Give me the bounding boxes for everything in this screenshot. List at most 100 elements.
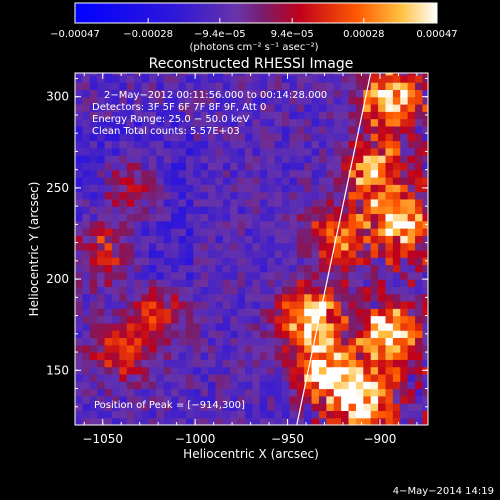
heatmap-cell [237, 279, 246, 287]
heatmap-cell [119, 279, 128, 287]
heatmap-cell [415, 366, 424, 375]
heatmap-cell [400, 417, 409, 425]
heatmap-cell [222, 111, 231, 120]
heatmap-cell [259, 96, 268, 105]
heatmap-cell [407, 206, 416, 215]
heatmap-cell [171, 293, 180, 302]
heatmap-cell [385, 352, 394, 360]
heatmap-cells [75, 73, 428, 425]
heatmap-cell [89, 395, 98, 404]
heatmap-cell [245, 111, 254, 120]
heatmap-cell [185, 344, 194, 353]
heatmap-cell [341, 111, 350, 120]
heatmap-cell [119, 417, 128, 425]
heatmap-cell [370, 366, 379, 375]
heatmap-cell [163, 359, 172, 368]
heatmap-cell [326, 206, 335, 215]
heatmap-cell [126, 322, 135, 331]
heatmap-cell [326, 322, 335, 331]
heatmap-cell [119, 191, 128, 200]
heatmap-cell [111, 300, 120, 309]
heatmap-cell [208, 73, 217, 76]
heatmap-cell [252, 366, 261, 375]
heatmap-cell [274, 395, 283, 404]
heatmap-cell [156, 366, 165, 375]
heatmap-cell [156, 169, 165, 178]
heatmap-cell [245, 286, 254, 295]
heatmap-cell [126, 373, 135, 382]
heatmap-cell [296, 271, 305, 280]
heatmap-cell [148, 264, 157, 273]
heatmap-cell [385, 242, 394, 251]
heatmap-cell [141, 373, 150, 382]
heatmap-cell [407, 293, 416, 302]
heatmap-cell [259, 73, 268, 76]
heatmap-cell [104, 242, 113, 251]
heatmap-cell [311, 74, 320, 83]
heatmap-cell [208, 279, 217, 287]
heatmap-cell [281, 271, 290, 280]
heatmap-cell [415, 74, 424, 83]
heatmap-cell [178, 403, 187, 412]
heatmap-cell [97, 235, 106, 244]
heatmap-cell [148, 403, 157, 412]
heatmap-cell [208, 147, 217, 156]
heatmap-cell [185, 111, 194, 120]
heatmap-cell [289, 184, 298, 193]
heatmap-cell [178, 395, 187, 404]
heatmap-cell [304, 140, 313, 149]
heatmap-cell [163, 228, 172, 236]
heatmap-cell [252, 111, 261, 120]
heatmap-cell [378, 308, 387, 317]
heatmap-cell [378, 198, 387, 207]
heatmap-cell [326, 315, 335, 324]
heatmap-cell [392, 300, 401, 309]
heatmap-cell [252, 308, 261, 317]
heatmap-cell [119, 118, 128, 127]
heatmap-cell [296, 293, 305, 302]
heatmap-cell [119, 213, 128, 222]
heatmap-cell [200, 228, 209, 236]
heatmap-cell [267, 257, 276, 266]
heatmap-cell [311, 257, 320, 266]
heatmap-cell [104, 89, 113, 98]
heatmap-cell [126, 184, 135, 193]
heatmap-cell [185, 191, 194, 200]
heatmap-cell [200, 286, 209, 295]
heatmap-cell [296, 308, 305, 317]
heatmap-cell [75, 118, 83, 127]
heatmap-cell [259, 271, 268, 280]
heatmap-cell [185, 118, 194, 127]
heatmap-cell [348, 206, 357, 215]
heatmap-cell [245, 315, 254, 324]
heatmap-cell [333, 184, 342, 193]
colorbar-unit-label: (photons cm⁻² s⁻¹ asec⁻²) [189, 42, 318, 53]
heatmap-cell [185, 271, 194, 280]
heatmap-cell [341, 206, 350, 215]
heatmap-cell [245, 147, 254, 156]
heatmap-cell [126, 147, 135, 156]
heatmap-cell [385, 155, 394, 163]
heatmap-cell [148, 381, 157, 390]
heatmap-cell [392, 184, 401, 193]
heatmap-cell [355, 96, 364, 105]
heatmap-cell [311, 169, 320, 178]
heatmap-cell [415, 198, 424, 207]
heatmap-cell [148, 118, 157, 127]
heatmap-cell [415, 308, 424, 317]
heatmap-cell [378, 359, 387, 368]
heatmap-cell [274, 220, 283, 229]
heatmap-cell [104, 381, 113, 390]
heatmap-cell [318, 220, 327, 229]
heatmap-cell [341, 373, 350, 382]
heatmap-cell [178, 169, 187, 178]
heatmap-cell [363, 366, 372, 375]
heatmap-cell [193, 308, 202, 317]
heatmap-cell [185, 104, 194, 112]
heatmap-cell [267, 89, 276, 98]
heatmap-cell [222, 344, 231, 353]
heatmap-cell [185, 366, 194, 375]
heatmap-cell [75, 213, 83, 222]
heatmap-cell [97, 352, 106, 360]
heatmap-cell [274, 286, 283, 295]
